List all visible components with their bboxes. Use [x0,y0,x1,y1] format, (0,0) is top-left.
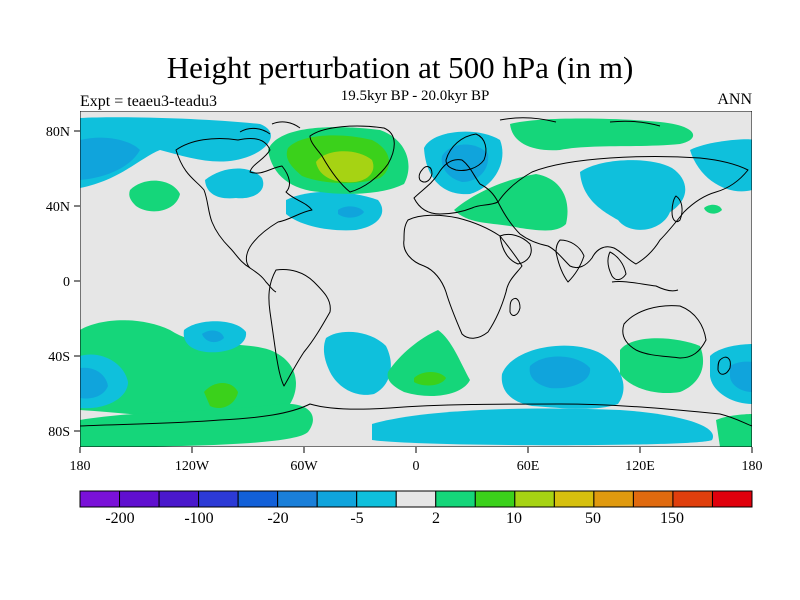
colorbar-swatch [672,490,713,508]
contour-blue-north-pacific [80,117,271,188]
coastline-central-america [249,267,277,293]
contour-blue-siberia [580,160,686,230]
contour-midblue-south-pacific-east [730,361,752,392]
coastlines [80,117,752,427]
contour-yellowgreen-greenland [316,151,374,183]
coastline-europe [413,159,499,215]
coastline-new-zealand [717,356,731,375]
contour-brightgreen-south-pacific [204,383,238,409]
experiment-label: Expt = teaeu3-teadu3 [80,93,217,110]
coastline-southeast-asia [607,251,627,281]
lon-tick-180w: 180 [70,459,91,474]
colorbar-label-10: 10 [506,510,522,527]
contour-midblue-north-pacific [80,137,140,180]
colorbar-swatch [711,490,753,508]
colorbar-swatch [632,490,674,508]
lat-tick-40n: 40N [46,200,70,215]
colorbar-swatch [395,490,437,508]
lat-tick-0: 0 [63,275,70,290]
coastline-africa [403,214,523,339]
contour-midblue-south-pacific-central [202,330,224,343]
contour-green-japan-small [704,204,722,214]
colorbar-swatch [119,490,160,508]
colorbar-swatch [553,490,595,508]
coastline-japan [671,195,683,223]
colorbar-labels: -200 -100 -20 -5 2 10 50 150 [105,510,684,527]
lon-tick-120e: 120E [625,459,655,474]
contour-green-north-pacific-small [129,180,180,212]
coastline-australia [622,305,707,359]
colorbar-swatch [474,490,516,508]
lon-tick-0: 0 [413,459,420,474]
contour-green-antarctic-west [80,403,313,447]
contour-brightgreen-south-atlantic [414,372,446,386]
colorbar-label-2: 2 [432,510,440,527]
lat-tick-80n: 80N [46,125,70,140]
lat-tick-80s: 80S [48,425,70,440]
coastline-arabia [499,233,532,265]
latitude-axis: 80N 40N 0 40S 80S [46,125,80,440]
colorbar-swatch [79,490,121,508]
lon-tick-120w: 120W [175,459,210,474]
colorbar-label-minus20: -20 [267,510,288,527]
colorbar-label-150: 150 [660,510,684,527]
coastline-india [555,239,585,283]
coastline-madagascar [509,297,521,316]
colorbar [79,490,753,508]
coastline-north-america [175,137,313,269]
contour-blue-east-us [286,191,383,231]
lon-tick-60e: 60E [517,459,540,474]
colorbar-swatch [514,490,555,508]
lat-tick-40s: 40S [48,350,70,365]
contour-midblue-south-pacific-sw [80,367,108,399]
colorbar-label-minus200: -200 [105,510,134,527]
map-panel [80,111,752,447]
contour-blue-north-pacific-east [690,139,752,192]
longitude-axis: 180 120W 60W 0 60E 120E 180 [70,447,763,474]
colorbar-swatch [158,490,200,508]
colorbar-swatch [316,490,358,508]
coastline-uk [418,166,433,183]
lon-tick-180e: 180 [742,459,763,474]
colorbar-swatch [593,490,634,508]
contour-blue-north-atlantic [205,168,264,199]
contour-blue-antarctic-east [372,408,714,446]
colorbar-swatch [198,490,239,508]
colorbar-label-minus5: -5 [350,510,363,527]
coastline-indonesia [611,281,679,292]
colorbar-swatch [356,490,397,508]
contour-green-south-pacific [80,320,296,424]
coastline-antarctica [80,403,752,427]
colorbar-label-minus100: -100 [184,510,213,527]
colorbar-swatch [435,490,476,508]
plot-subtitle: 19.5kyr BP - 20.0kyr BP [340,88,490,104]
coastline-greenland [309,125,395,193]
season-label: ANN [717,91,752,108]
colorbar-swatch [277,490,318,508]
colorbar-swatch [237,490,279,508]
contour-green-central-asia [454,174,568,231]
contour-midblue-east-us [338,206,364,218]
contour-midblue-south-indian [529,356,591,389]
colorbar-label-50: 50 [585,510,601,527]
contour-green-arctic [510,118,694,151]
coastline-arctic-islands [239,117,661,135]
coastline-south-america [268,269,331,387]
coastline-scandinavia [445,133,487,171]
contour-green-south-atlantic [387,330,470,396]
contour-blue-south-atlantic [323,331,391,395]
plot-title: Height perturbation at 500 hPa (in m) [166,50,634,85]
lon-tick-60w: 60W [290,459,318,474]
